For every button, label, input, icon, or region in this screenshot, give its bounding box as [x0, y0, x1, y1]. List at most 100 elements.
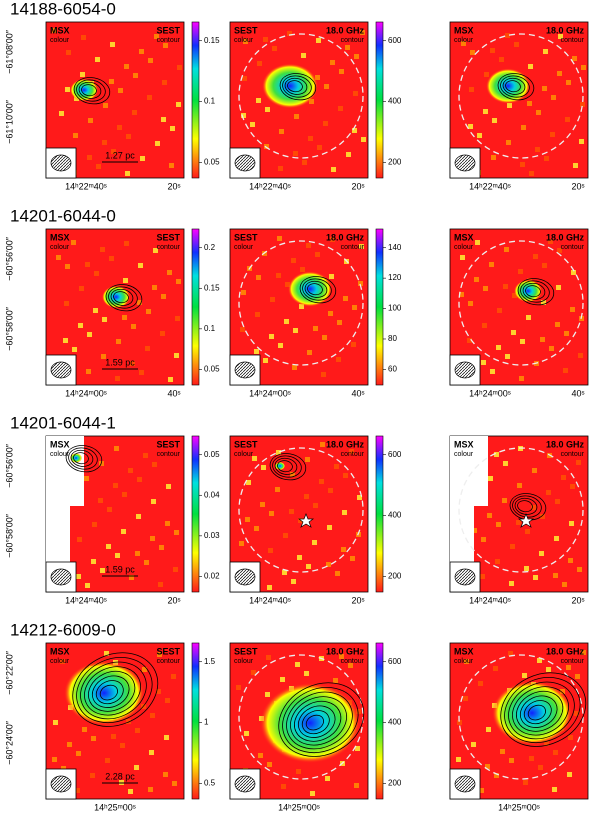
- noise-pixel: [486, 727, 491, 732]
- noise-pixel: [87, 332, 92, 337]
- noise-pixel: [478, 681, 483, 686]
- noise-pixel: [352, 305, 357, 310]
- contour: [88, 670, 136, 712]
- noise-pixel: [165, 698, 170, 703]
- noise-pixel: [126, 134, 131, 139]
- noise-pixel: [509, 758, 514, 763]
- noise-pixel: [103, 103, 108, 108]
- noise-pixel: [581, 650, 586, 655]
- colorbar-label: 0.02: [204, 572, 220, 581]
- noise-pixel: [457, 720, 462, 725]
- noise-pixel: [568, 735, 573, 740]
- noise-pixel: [297, 555, 302, 560]
- beam-ellipse: [454, 361, 476, 379]
- x-axis-label: 14ʰ25ᵐ00ˢ: [278, 802, 320, 812]
- contour: [278, 682, 365, 757]
- noise-pixel: [291, 579, 296, 584]
- noise-pixel: [490, 369, 495, 374]
- noise-pixel: [285, 282, 290, 287]
- noise-pixel: [544, 741, 549, 746]
- noise-pixel: [524, 566, 529, 571]
- noise-pixel: [78, 323, 83, 328]
- noise-pixel: [574, 711, 579, 716]
- noise-pixel: [531, 505, 536, 510]
- noise-pixel: [265, 692, 270, 697]
- noise-pixel: [517, 483, 522, 488]
- colorbar-label: 0.2: [204, 243, 216, 252]
- noise-pixel: [526, 315, 531, 320]
- noise-pixel: [576, 460, 581, 465]
- x-axis-label: 14ʰ24ᵐ00ˢ: [469, 388, 511, 398]
- noise-pixel: [240, 327, 245, 332]
- contour: [110, 288, 134, 306]
- scale-bar-label: 1.59 pc: [105, 564, 135, 574]
- noise-pixel: [313, 326, 318, 331]
- beam-ellipse: [50, 568, 72, 586]
- x-axis-label: 20ˢ: [167, 595, 180, 605]
- noise-pixel: [169, 163, 174, 168]
- noise-pixel: [467, 338, 472, 343]
- noise-pixel: [325, 776, 330, 781]
- noise-pixel: [581, 65, 586, 70]
- noise-pixel: [118, 88, 123, 93]
- colorbar-label: 0.15: [204, 36, 220, 45]
- contour: [500, 75, 530, 98]
- noise-pixel: [293, 328, 298, 333]
- noise-pixel: [529, 171, 534, 176]
- noise-pixel: [310, 791, 315, 796]
- label-left: MSX: [50, 25, 70, 35]
- emission-blob: [486, 68, 530, 104]
- contour: [272, 455, 302, 478]
- label-left-sub: colour: [234, 37, 254, 44]
- noise-pixel: [245, 517, 250, 522]
- contour: [297, 705, 336, 738]
- noise-pixel: [489, 262, 494, 267]
- noise-pixel: [115, 376, 120, 381]
- contour: [301, 710, 330, 735]
- noise-pixel: [98, 498, 103, 503]
- label-right: 18.0 GHz: [326, 646, 365, 656]
- noise-pixel: [90, 773, 95, 778]
- noise-pixel: [158, 582, 163, 587]
- noise-pixel: [86, 369, 91, 374]
- noise-pixel: [114, 446, 119, 451]
- label-right: SEST: [156, 25, 180, 35]
- noise-pixel: [106, 544, 111, 549]
- y-axis-label: −60°58′00″: [4, 513, 14, 558]
- colorbar: [191, 21, 200, 179]
- noise-pixel: [279, 129, 284, 134]
- noise-pixel: [277, 236, 282, 241]
- noise-pixel: [492, 118, 497, 123]
- noise-pixel: [569, 521, 574, 526]
- noise-pixel: [487, 513, 492, 518]
- noise-pixel: [270, 297, 275, 302]
- noise-pixel: [568, 558, 573, 563]
- noise-pixel: [463, 696, 468, 701]
- noise-pixel: [287, 31, 292, 36]
- noise-pixel: [496, 522, 501, 527]
- beam-ellipse: [234, 568, 256, 586]
- noise-pixel: [343, 473, 348, 478]
- label-left-sub: colour: [50, 37, 70, 44]
- colorbar-label: 200: [388, 572, 402, 581]
- noise-pixel: [566, 665, 571, 670]
- x-axis-label: 20ˢ: [167, 181, 180, 191]
- noise-pixel: [267, 585, 272, 590]
- noise-pixel: [156, 689, 161, 694]
- x-axis-label: 14ʰ25ᵐ00ˢ: [94, 802, 136, 812]
- contour: [504, 677, 581, 744]
- contour: [287, 80, 303, 93]
- noise-pixel: [144, 560, 149, 565]
- noise-pixel: [148, 58, 153, 63]
- colorbar-label: 0.15: [204, 283, 220, 292]
- contour: [81, 84, 97, 97]
- noise-pixel: [537, 658, 542, 663]
- contour: [299, 276, 337, 304]
- colorbar-label: 0.05: [204, 158, 220, 167]
- noise-pixel: [101, 354, 106, 359]
- noise-pixel: [468, 124, 473, 129]
- noise-pixel: [494, 452, 499, 457]
- noise-pixel: [511, 330, 516, 335]
- noise-pixel: [553, 573, 558, 578]
- noise-pixel: [304, 494, 309, 499]
